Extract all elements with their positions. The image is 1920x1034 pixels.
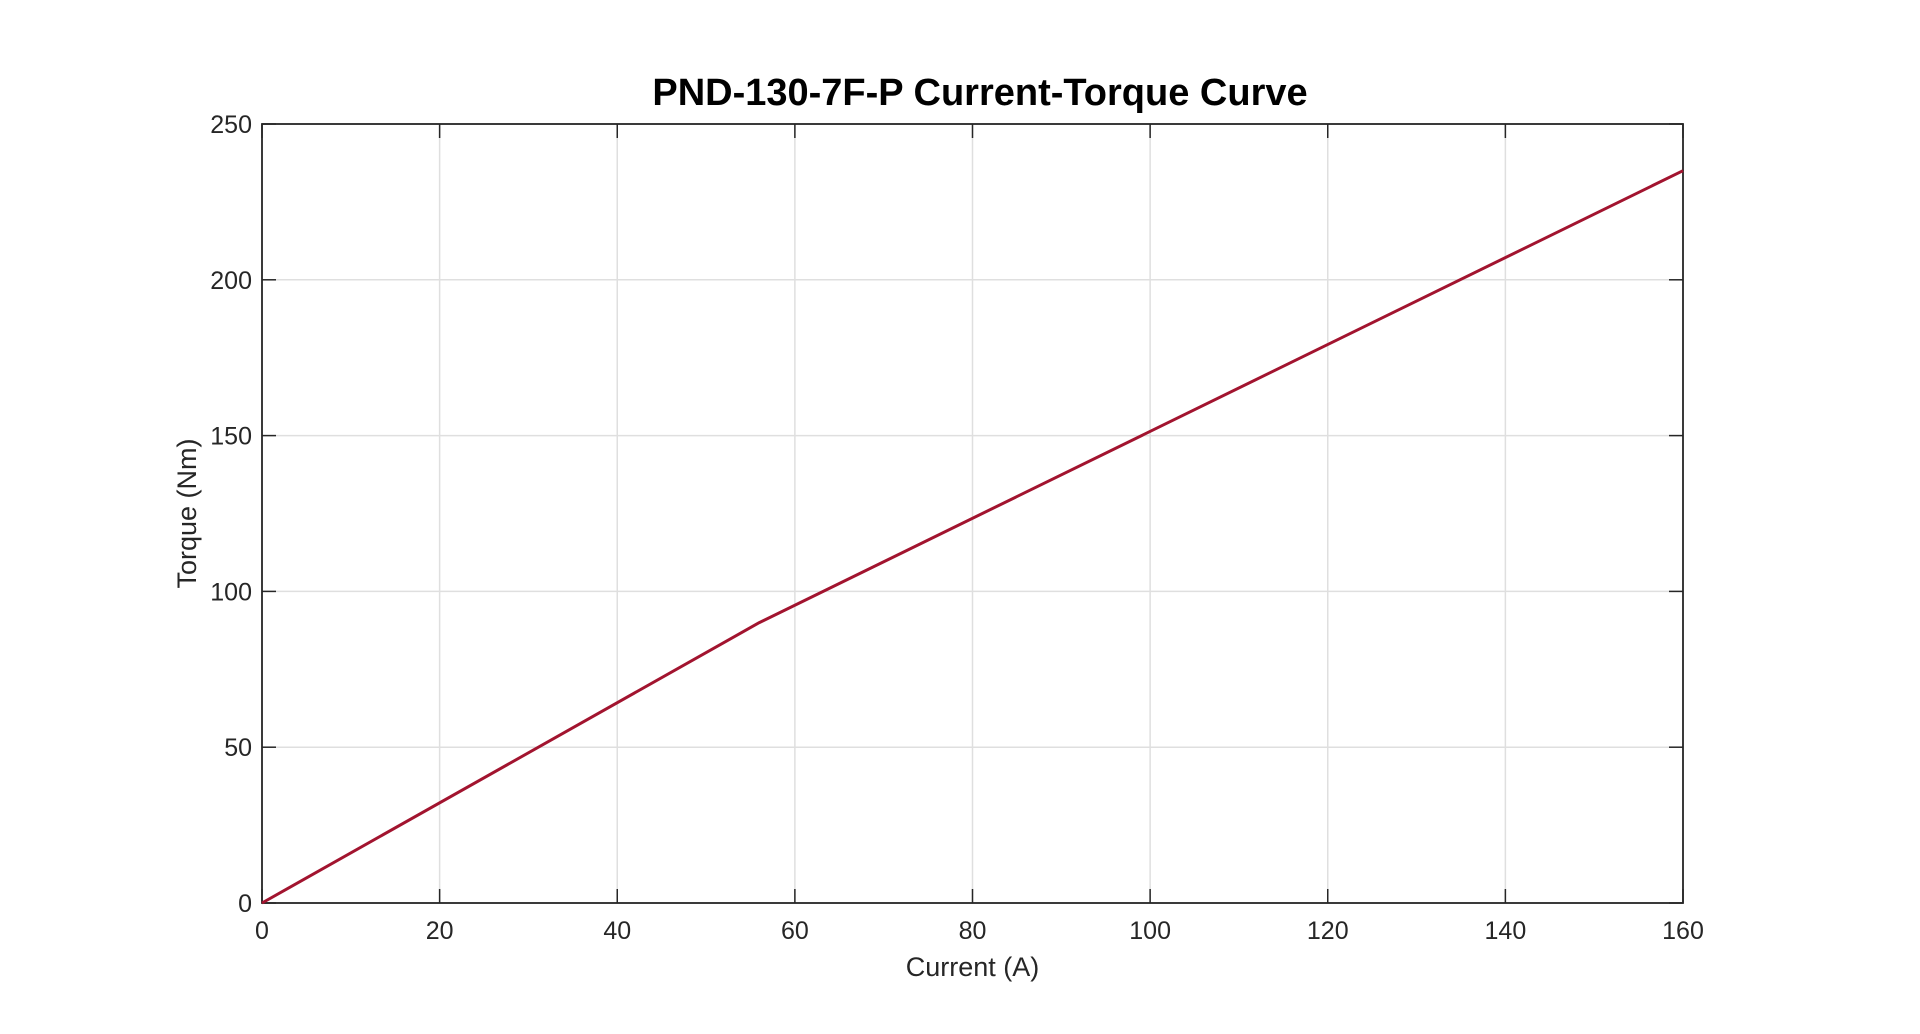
series-line <box>261 169 1684 905</box>
y-tick-label: 50 <box>224 734 252 762</box>
tick-labels: 0 20 40 60 80 100 120 140 160 0 50 100 150 200 250 <box>210 111 1704 945</box>
x-tick-label: 0 <box>255 917 269 945</box>
x-tick-label: 160 <box>1662 917 1704 945</box>
y-tick-label: 150 <box>210 423 252 451</box>
series-layer <box>261 169 1684 905</box>
chart-title: PND-130-7F-P Current-Torque Curve <box>652 72 1307 114</box>
x-tick-label: 60 <box>781 917 809 945</box>
y-tick-label: 100 <box>210 578 252 606</box>
x-tick-label: 140 <box>1485 917 1527 945</box>
x-tick-label: 80 <box>959 917 987 945</box>
y-tick-label: 200 <box>210 267 252 295</box>
x-tick-label: 120 <box>1307 917 1349 945</box>
x-axis-label: Current (A) <box>906 952 1040 982</box>
x-tick-label: 100 <box>1129 917 1171 945</box>
x-tick-label: 20 <box>426 917 454 945</box>
axis-ticks <box>261 123 1684 904</box>
y-axis-label: Torque (Nm) <box>172 438 202 588</box>
x-tick-label: 40 <box>603 917 631 945</box>
y-tick-label: 250 <box>210 111 252 139</box>
y-tick-label: 0 <box>238 890 252 918</box>
